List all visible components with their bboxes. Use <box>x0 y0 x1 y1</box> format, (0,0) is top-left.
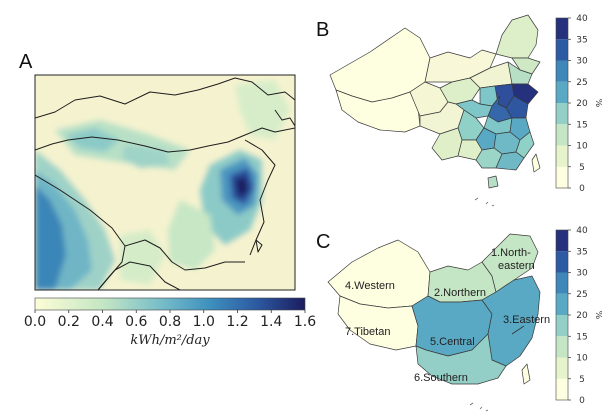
colorbar-tick-label: 25 <box>576 78 587 88</box>
colorbar-tick-label: 20 <box>576 99 588 109</box>
region-label-northeastern-2: eastern <box>498 260 535 272</box>
eastern-leader-line <box>511 325 525 335</box>
colorbar-tick-label: 25 <box>576 290 587 300</box>
colorbar-tick-label: 1.6 <box>294 314 316 330</box>
colorbar-tick-label: 10 <box>576 354 588 364</box>
colorbar-tick-label: 0.2 <box>58 314 80 330</box>
region-northeastern <box>481 233 539 293</box>
colorbar-tick-label: 40 <box>576 14 588 24</box>
colorbar-tick-label: 15 <box>576 120 587 130</box>
colorbar-tick-label: 30 <box>576 57 588 67</box>
province-jilin <box>511 57 541 75</box>
panel-a-letter: A <box>19 51 33 73</box>
province-heilongjiang <box>495 14 539 59</box>
panel-c-labels: 1.North- eastern 2.Northern 3.Eastern 4.… <box>345 247 550 384</box>
heatmap-field <box>35 80 290 290</box>
south-sea-islands <box>469 402 489 412</box>
region-label-northeastern: 1.North- <box>491 247 531 259</box>
region-label-eastern: 3.Eastern <box>503 314 550 326</box>
region-label-southern: 6.Southern <box>414 372 468 384</box>
colorbar-band <box>556 251 568 273</box>
colorbar-band <box>556 378 568 400</box>
panel-b-colorbar: 0 5 10 15 20 25 30 35 40% <box>555 14 602 194</box>
colorbar-tick-label: 10 <box>576 142 588 152</box>
colorbar-tick-label: 35 <box>576 247 587 257</box>
colorbar-tick-label: 1.4 <box>260 314 282 330</box>
taiwan <box>531 153 541 173</box>
colorbar-band <box>556 39 568 61</box>
colorbar-tick-label: 35 <box>576 35 587 45</box>
panel-a-heatmap <box>35 75 295 290</box>
colorbar-tick-label: 30 <box>576 269 588 279</box>
panel-a-colorbar <box>34 297 306 311</box>
colorbar-band <box>556 81 568 103</box>
region-label-central: 5.Central <box>430 336 475 348</box>
colorbar-tick-label: 20 <box>576 311 588 321</box>
province-hainan <box>487 175 499 189</box>
region-label-western: 4.Western <box>345 280 395 292</box>
colorbar-band <box>556 145 568 167</box>
colorbar-band <box>556 60 568 82</box>
colorbar-tick-label: 0 <box>579 396 585 406</box>
panel-a-frame <box>34 74 296 291</box>
region-label-tibetan: 7.Tibetan <box>345 326 390 338</box>
province-tibet <box>335 89 421 133</box>
province-guangdong <box>495 151 525 171</box>
colorbar-tick-label: 5 <box>579 163 585 173</box>
province-liaoning <box>507 61 533 85</box>
province-shandong <box>511 83 539 105</box>
colorbar-tick-label: 0.6 <box>125 314 147 330</box>
colorbar-band <box>556 293 568 315</box>
colorbar-tick-label: 1.0 <box>193 314 215 330</box>
colorbar-band <box>556 230 568 252</box>
colorbar-band <box>556 103 568 125</box>
colorbar-tick-label: 0.0 <box>24 314 46 330</box>
colorbar-band <box>556 357 568 379</box>
province-jiangsu <box>505 95 529 119</box>
colorbar-tick-label: 0 <box>579 184 585 194</box>
colorbar-band <box>556 124 568 146</box>
colorbar-band <box>556 272 568 294</box>
colorbar-band <box>556 166 568 188</box>
panel-b-map <box>329 14 541 207</box>
panel-a-borders <box>35 77 295 290</box>
colorbar-tick-label: 15 <box>576 332 587 342</box>
panel-c-letter: C <box>316 231 330 253</box>
taiwan <box>521 363 531 385</box>
panel-c-map <box>327 233 541 412</box>
colorbar-band <box>556 336 568 358</box>
colorbar-band <box>556 315 568 337</box>
colorbar-unit: % <box>593 311 602 320</box>
colorbar-tick-label: 40 <box>576 226 588 236</box>
panel-b-letter: B <box>316 19 329 41</box>
region-label-northern: 2.Northern <box>434 287 486 299</box>
colorbar-tick-label: 1.2 <box>226 314 248 330</box>
panel-a-colorbar-ticks: 0.0 0.2 0.4 0.6 0.8 1.0 1.2 1.4 1.6 <box>24 310 316 330</box>
panel-a-colorbar-unit: kWh/m²/day <box>130 333 210 348</box>
colorbar-tick-label: 5 <box>579 375 585 385</box>
south-sea-islands <box>474 197 495 207</box>
colorbar-unit: % <box>593 99 602 108</box>
colorbar-tick-label: 0.4 <box>91 314 113 330</box>
colorbar-tick-label: 0.8 <box>159 314 181 330</box>
colorbar-band <box>556 18 568 40</box>
region-eastern <box>481 275 541 367</box>
panel-c-colorbar: 0 5 10 15 20 25 30 35 40% <box>555 226 602 406</box>
region-southern <box>415 333 507 385</box>
